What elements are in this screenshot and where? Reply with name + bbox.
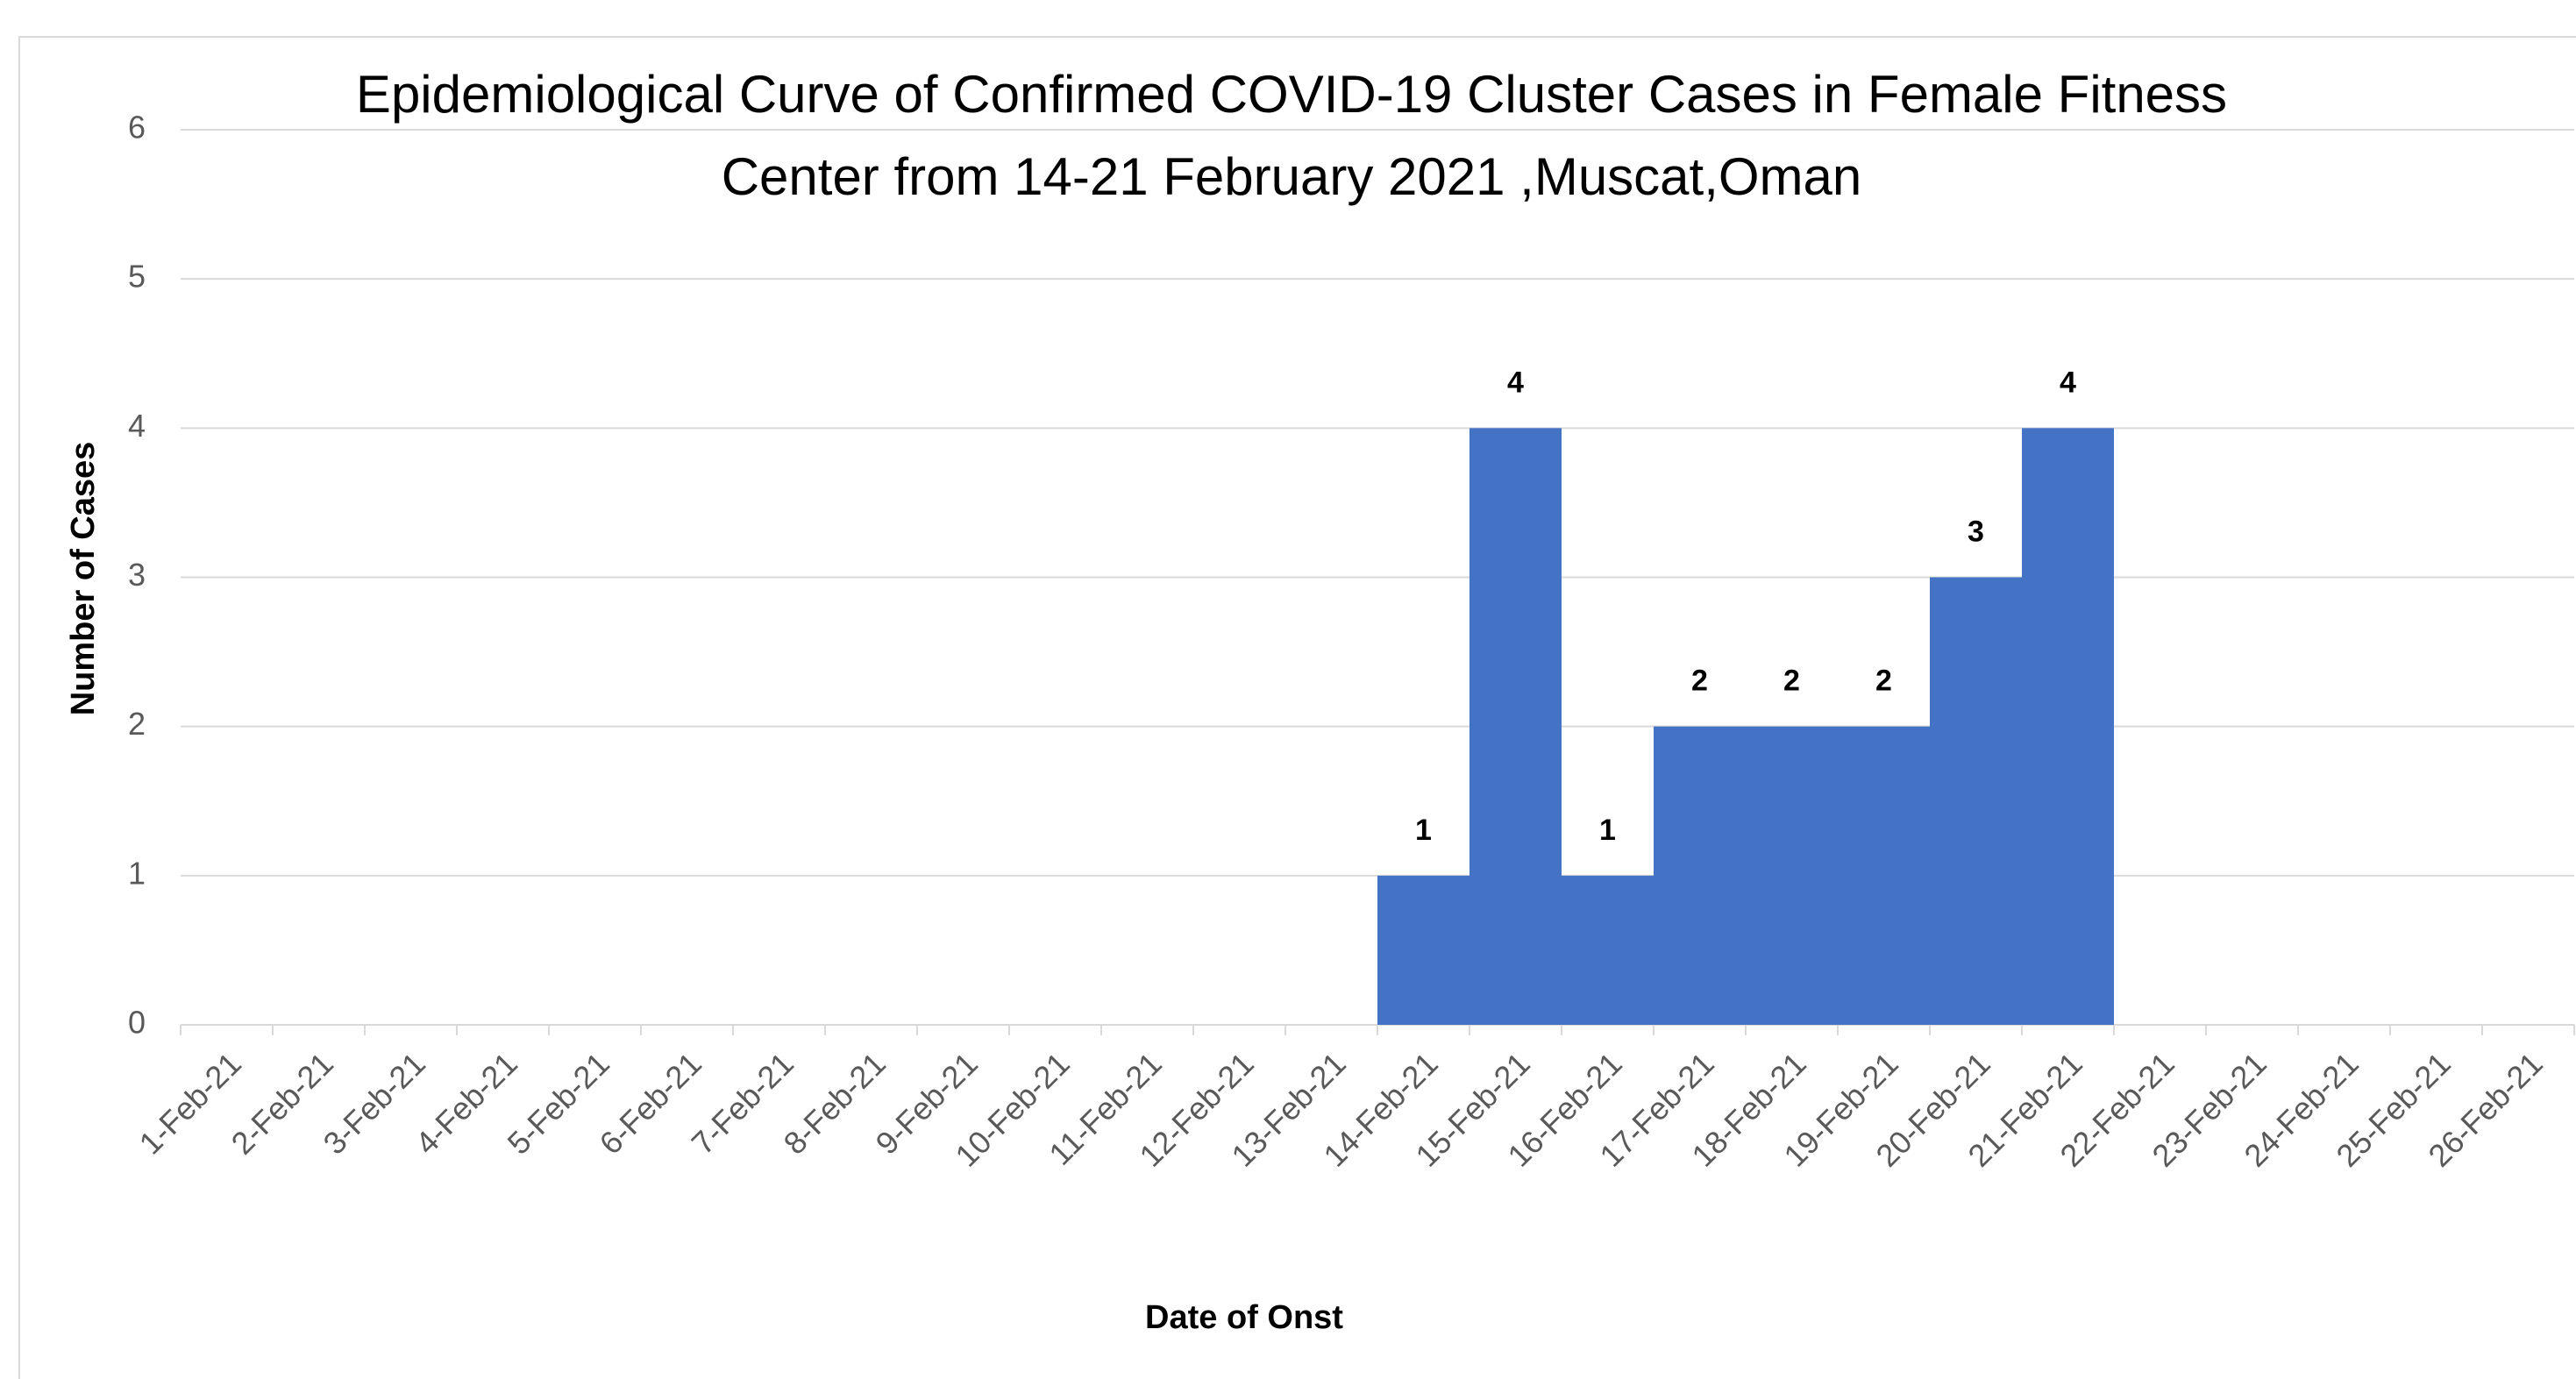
bar xyxy=(1654,726,1746,1025)
bar xyxy=(1469,428,1562,1025)
y-tick-label: 2 xyxy=(128,706,146,742)
y-tick-label: 5 xyxy=(128,259,146,295)
data-label: 2 xyxy=(1875,665,1892,698)
y-axis-label: Number of Cases xyxy=(65,442,102,716)
y-tick-label: 6 xyxy=(128,110,146,146)
bar xyxy=(1930,577,2022,1025)
data-label: 1 xyxy=(1599,814,1616,847)
data-label: 4 xyxy=(1507,366,1524,399)
bar xyxy=(1746,726,1838,1025)
chart-title: Center from 14-21 February 2021 ,Muscat,… xyxy=(722,147,1862,206)
data-label: 2 xyxy=(1691,665,1708,698)
data-label: 2 xyxy=(1783,665,1800,698)
data-label: 4 xyxy=(2060,366,2076,399)
chart-title: Epidemiological Curve of Confirmed COVID… xyxy=(356,65,2227,124)
chart-frame xyxy=(18,36,2576,1379)
bar xyxy=(2022,428,2114,1025)
y-tick-label: 3 xyxy=(128,557,146,593)
bar xyxy=(1838,726,1930,1025)
x-axis-label: Date of Onst xyxy=(1145,1299,1343,1336)
data-label: 1 xyxy=(1415,814,1432,847)
y-tick-label: 4 xyxy=(128,408,146,444)
y-tick-label: 0 xyxy=(128,1005,146,1041)
data-label: 3 xyxy=(1968,515,1984,548)
y-tick-label: 1 xyxy=(128,855,146,891)
bar xyxy=(1562,875,1654,1025)
bar xyxy=(1377,875,1469,1025)
